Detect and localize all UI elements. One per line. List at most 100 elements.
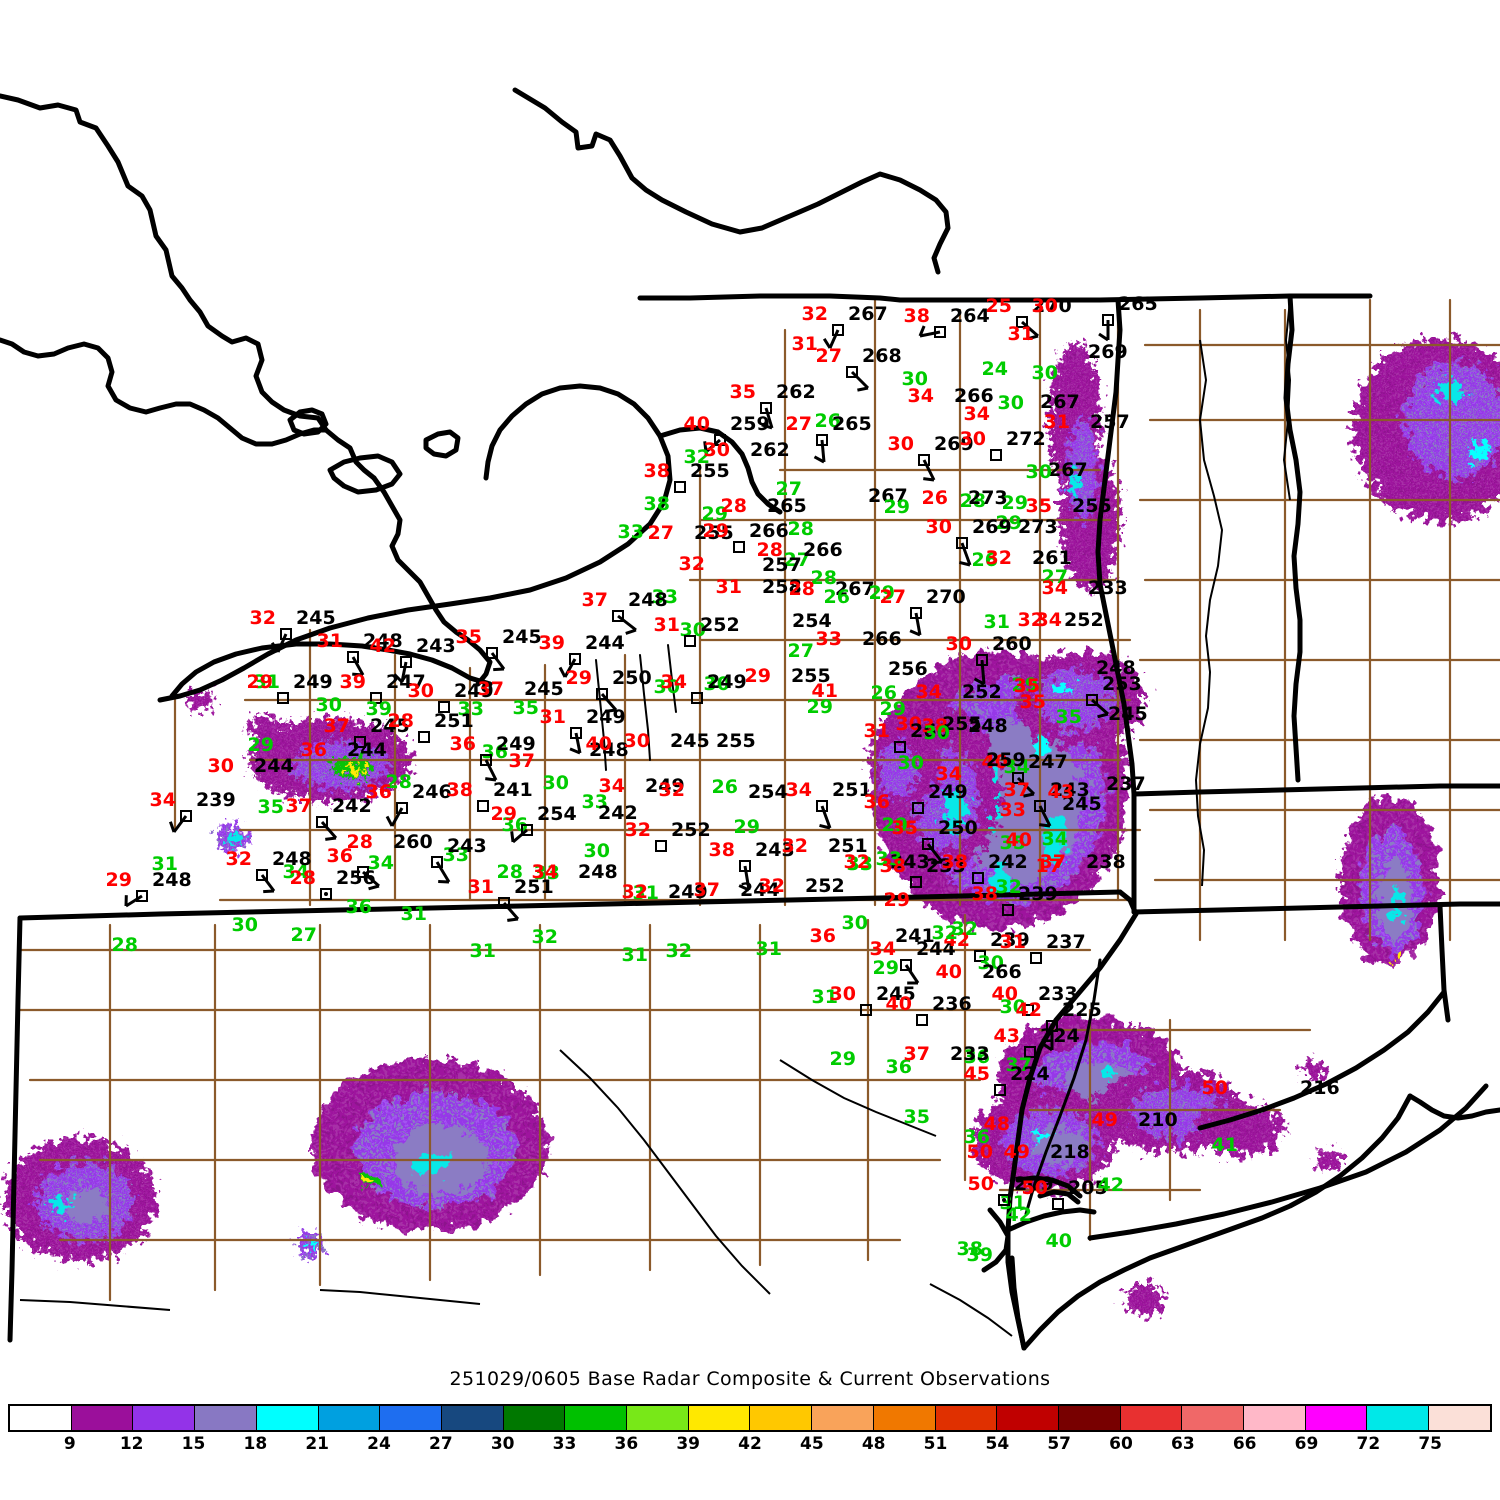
pressure-value: 260 (992, 633, 1032, 655)
temperature-value: 27 (647, 522, 674, 544)
dewpoint-value: 26 (971, 549, 998, 571)
dewpoint-value: 29 (806, 696, 833, 718)
temperature-value: 38 (643, 460, 670, 482)
pressure-value: 241 (895, 925, 935, 947)
temperature-value: 34 (785, 779, 812, 801)
colorbar-swatch (1367, 1406, 1430, 1430)
temperature-value: 49 (1003, 1141, 1030, 1163)
radar-echo-layer (4, 338, 1500, 1316)
temperature-value: 31 (653, 614, 680, 636)
wind-barb-icon (168, 815, 188, 833)
colorbar-swatch (318, 1406, 381, 1430)
station-symbol-icon (370, 692, 382, 704)
pressure-value: 248 (589, 739, 629, 761)
station-symbol-icon (136, 890, 148, 902)
temperature-value: 28 (289, 867, 316, 889)
colorbar-tick: 12 (119, 1434, 144, 1454)
colorbar-swatch (873, 1406, 936, 1430)
pressure-value: 269 (1088, 341, 1128, 363)
colorbar-swatch (441, 1406, 504, 1430)
wind-barb-icon (385, 807, 404, 827)
colorbar-swatch (256, 1406, 319, 1430)
colorbar-tick: 66 (1232, 1434, 1257, 1454)
station-symbol-icon (816, 800, 828, 812)
pressure-value: 248 (1096, 657, 1136, 679)
temperature-value: 38 (708, 839, 735, 861)
pressure-value: 248 (628, 589, 668, 611)
temperature-value: 35 (455, 626, 482, 648)
station-symbol-icon (894, 741, 906, 753)
pressure-value: 267 (1048, 459, 1088, 481)
temperature-value: 35 (1013, 675, 1040, 697)
colorbar-tick: 57 (1047, 1434, 1071, 1454)
station-symbol-icon (1024, 1046, 1036, 1058)
pressure-value: 266 (862, 628, 902, 650)
map-viewport[interactable]: 32 267 40 32 259 38 38 255 35 262 31 27 268 26 27 265 30… (0, 0, 1500, 1362)
temperature-value: 37 (1039, 851, 1066, 873)
temperature-value: 29 (744, 665, 771, 687)
dewpoint-value: 34 (367, 852, 394, 874)
dewpoint-value: 26 (823, 586, 850, 608)
pressure-value: 262 (750, 439, 790, 461)
pressure-value: 250 (612, 667, 652, 689)
pressure-value: 249 (668, 881, 708, 903)
colorbar-swatch (503, 1406, 566, 1430)
wind-barb-icon (822, 329, 840, 349)
colorbar-tick: 42 (738, 1434, 762, 1454)
temperature-value: 40 (981, 751, 1008, 773)
pressure-value: 268 (862, 345, 902, 367)
station-symbol-icon (498, 897, 510, 909)
wind-barb-icon (569, 732, 582, 755)
pressure-value: 259 (986, 749, 1026, 771)
dewpoint-value: 30 (1031, 362, 1058, 384)
temperature-value: 34 (149, 789, 176, 811)
dewpoint-value: 30 (542, 772, 569, 794)
wind-barb-icon (260, 874, 276, 894)
pressure-value: 260 (393, 831, 433, 853)
dewpoint-value: 24 (981, 358, 1008, 380)
dewpoint-value: 33 (617, 521, 644, 543)
dewpoint-value: 35 (903, 1106, 930, 1128)
pressure-value: 243 (447, 835, 487, 857)
pressure-value: 251 (832, 779, 872, 801)
pressure-value: 243 (890, 851, 930, 873)
station-symbol-icon (1086, 694, 1098, 706)
pressure-value: 261 (1032, 547, 1072, 569)
dewpoint-value: 27 (787, 640, 814, 662)
temperature-value: 32 (658, 779, 685, 801)
temperature-value: 38 (879, 855, 906, 877)
temperature-value: 30 (925, 516, 952, 538)
colorbar-swatch (935, 1406, 998, 1430)
temperature-value: 50 (966, 1141, 993, 1163)
temperature-value: 29 (883, 889, 910, 911)
colorbar-swatch (1305, 1406, 1368, 1430)
product-title-bar: 251029/0605 Base Radar Composite & Curre… (0, 1362, 1500, 1396)
colorbar-tick: 60 (1109, 1434, 1133, 1454)
temperature-value: 28 (346, 831, 373, 853)
pressure-value: 242 (332, 795, 372, 817)
wind-barb-icon (435, 861, 451, 884)
temperature-value: 34 (598, 775, 625, 797)
temperature-value: 37 (285, 795, 312, 817)
station-symbol-icon (994, 1084, 1006, 1096)
wind-barb-icon (922, 459, 936, 482)
pressure-value: 252 (671, 819, 711, 841)
station-symbol-icon (956, 537, 968, 549)
pressure-value: 252 (700, 614, 740, 636)
dewpoint-value: 30 (999, 996, 1026, 1018)
pressure-value: 264 (950, 305, 990, 327)
pressure-value: 225 (1062, 999, 1102, 1021)
pressure-value: 249 (293, 671, 333, 693)
wind-barb-icon (600, 693, 618, 713)
pressure-value: 255 (791, 665, 831, 687)
temperature-value: 29 (246, 671, 273, 693)
pressure-value: 272 (1006, 428, 1046, 450)
station-symbol-icon (612, 610, 624, 622)
temperature-value: 41 (811, 680, 838, 702)
pressure-value: 233 (950, 1043, 990, 1065)
pressure-value: 270 (1032, 295, 1072, 317)
temperature-value: 32 (758, 875, 785, 897)
temperature-value: 31 (1043, 411, 1070, 433)
dewpoint-value: 29 (829, 1048, 856, 1070)
